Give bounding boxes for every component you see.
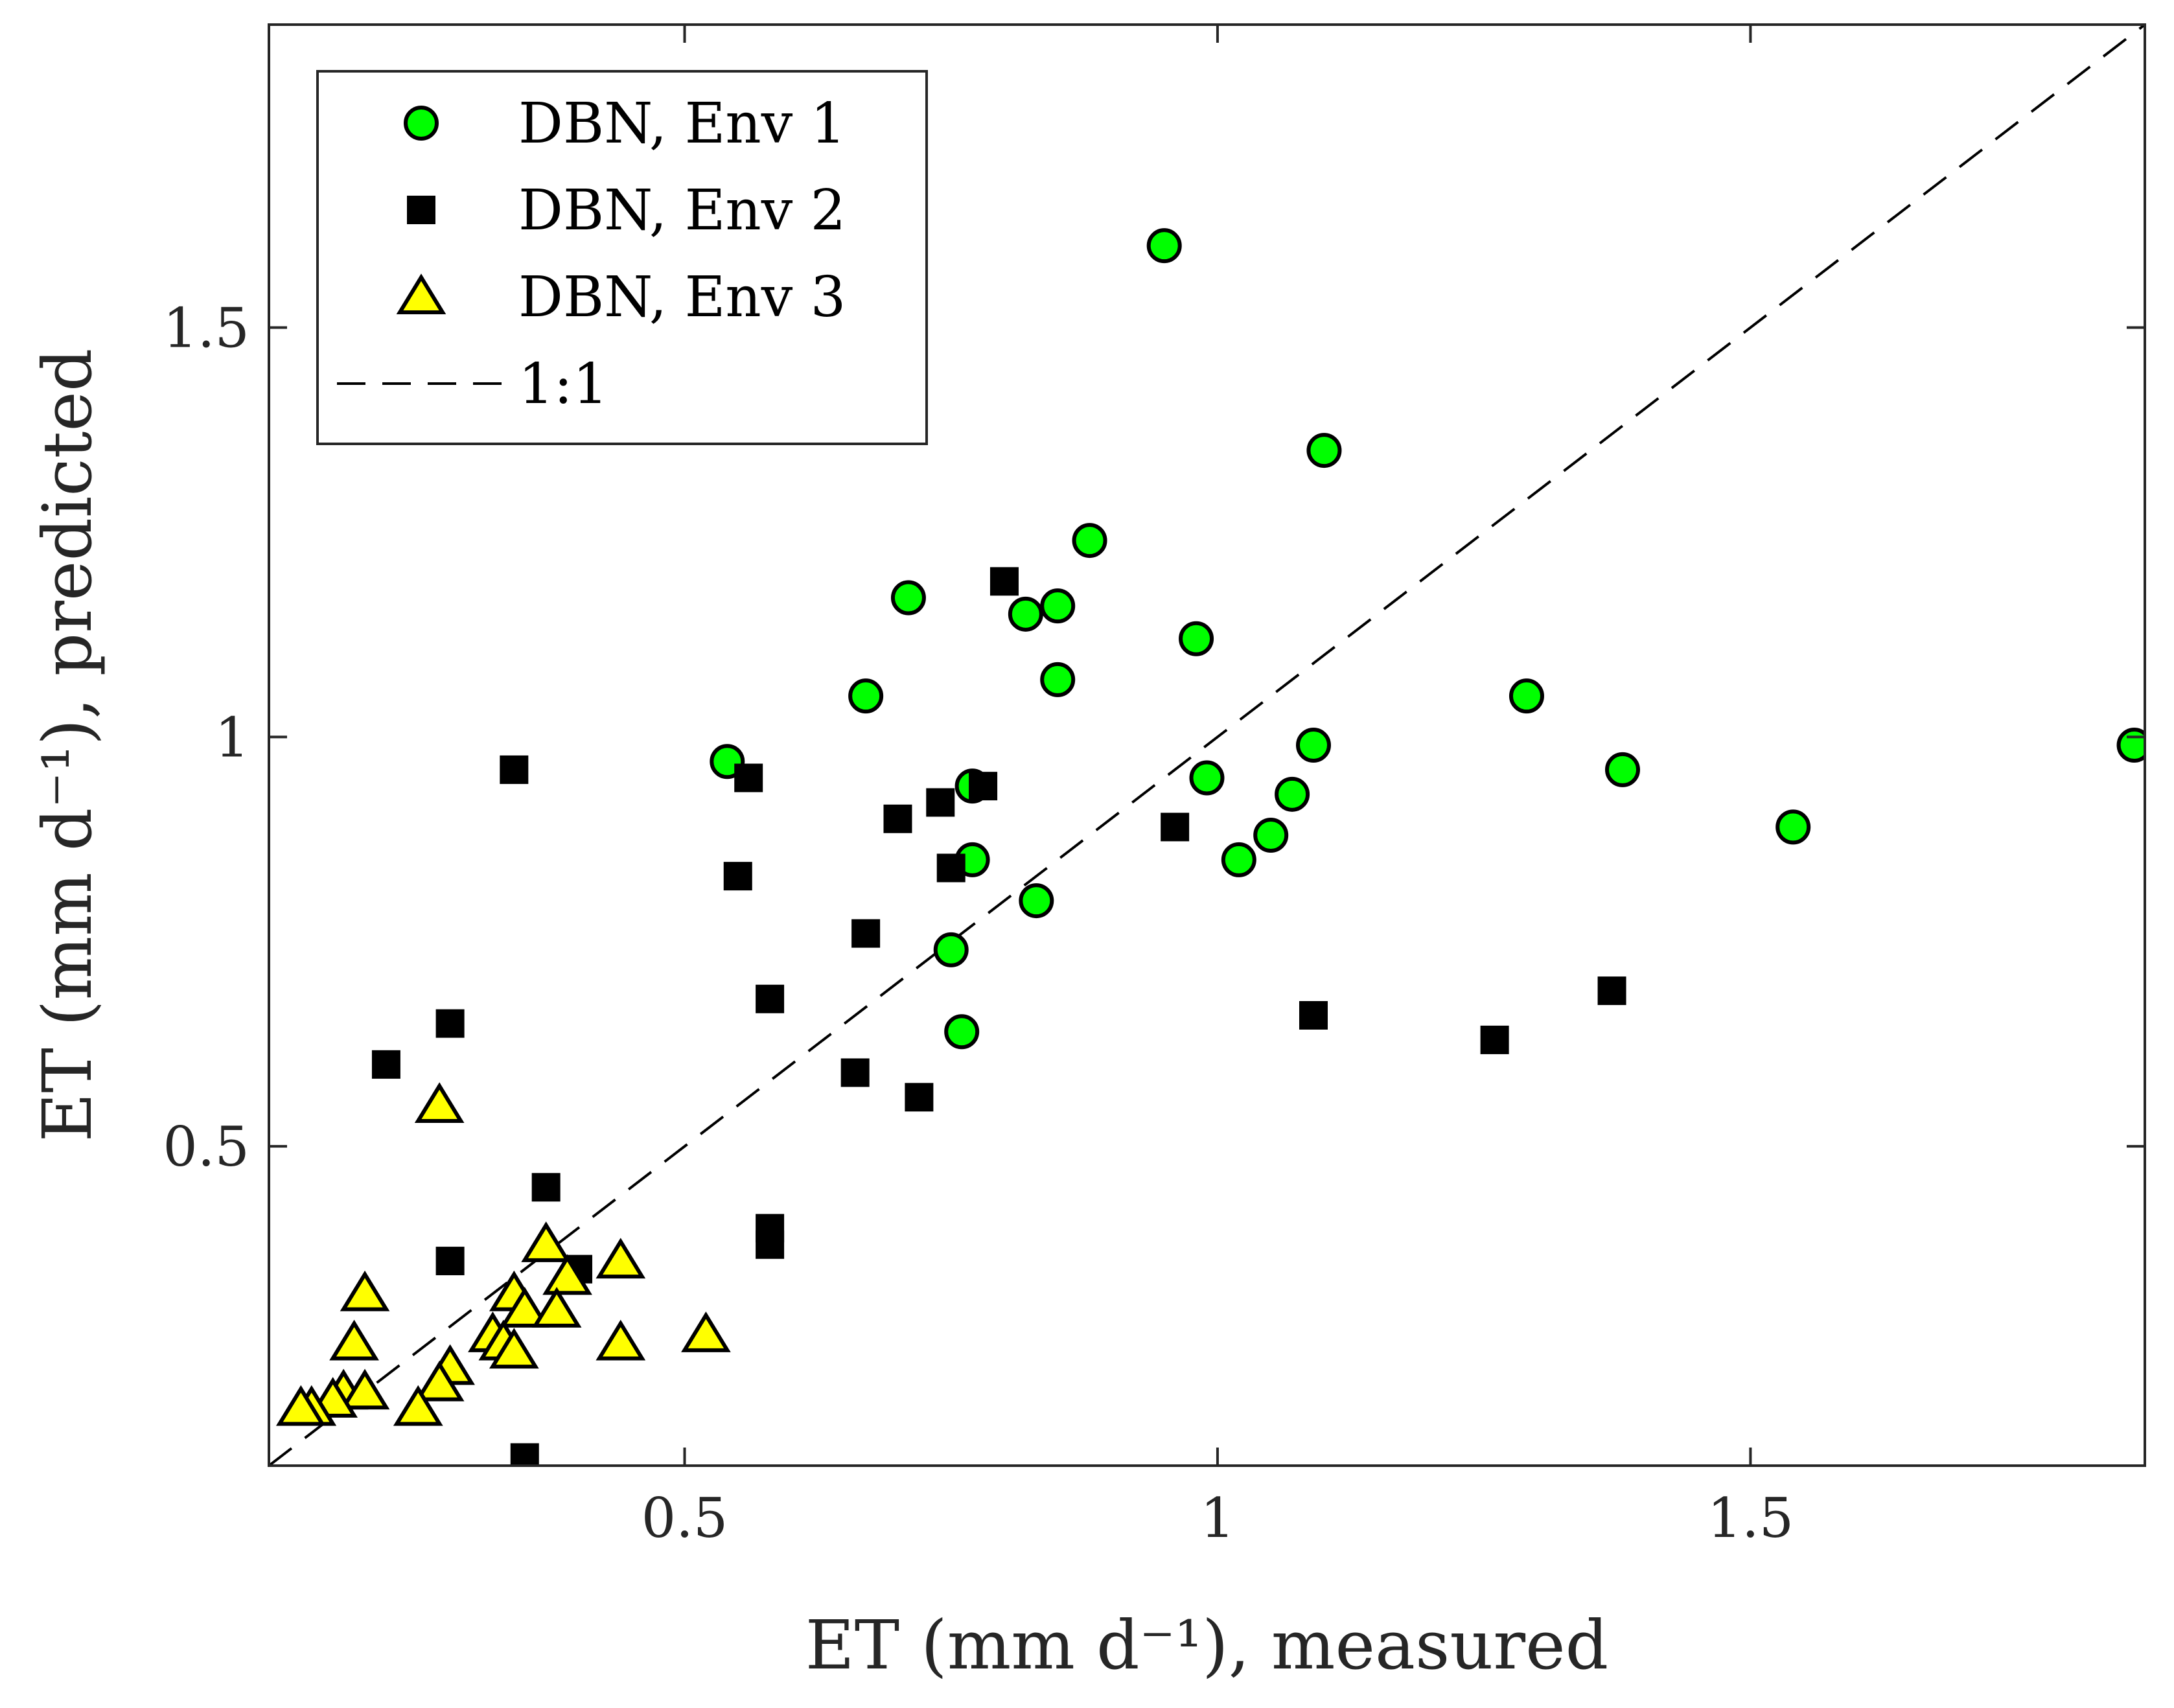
data-point	[1299, 1001, 1328, 1030]
one-to-one-line	[269, 25, 2145, 1466]
data-point	[1509, 678, 1544, 714]
legend-entry: DBN, Env 1	[404, 91, 846, 156]
data-point	[500, 1287, 550, 1328]
legend-entry: 1:1	[337, 352, 608, 417]
data-point	[371, 1050, 400, 1079]
data-point	[1019, 883, 1054, 919]
data-point	[531, 1173, 561, 1202]
legend-symbol	[396, 273, 446, 314]
data-point	[521, 1221, 572, 1262]
data-point	[596, 1238, 646, 1279]
axes-layer: 0.5 1 1.5 0.5 1 1.5 ET (mm d⁻¹), measured ET (m…	[28, 23, 2146, 1685]
data-point	[1597, 976, 1626, 1006]
data-point	[851, 919, 881, 948]
data-point	[340, 1270, 390, 1311]
data-point	[890, 580, 926, 616]
data-point	[435, 1009, 465, 1038]
data-point	[840, 1058, 870, 1087]
x-tick-label: 1.5	[1707, 1486, 1794, 1550]
y-tick-label: 1.5	[163, 297, 249, 360]
data-point	[414, 1082, 465, 1123]
x-tick-label: 1	[1200, 1486, 1234, 1550]
data-point	[1605, 752, 1641, 787]
data-point	[1040, 588, 1076, 624]
series-3	[275, 1082, 731, 1426]
data-point	[1072, 523, 1107, 559]
data-point	[926, 788, 955, 817]
y-axis-label: ET (mm d⁻¹), predicted	[28, 349, 107, 1142]
data-point	[393, 1385, 443, 1426]
plot-layer	[269, 25, 2145, 1466]
series-1	[710, 228, 2145, 1050]
data-point	[936, 853, 966, 883]
data-point	[500, 755, 529, 784]
data-point	[329, 1319, 379, 1361]
legend-symbol	[407, 196, 435, 224]
data-point	[848, 678, 884, 714]
data-point	[681, 1311, 731, 1352]
data-point	[1040, 662, 1076, 697]
data-point	[969, 772, 998, 801]
data-point	[944, 1014, 980, 1050]
legend-entry: DBN, Env 2	[407, 178, 846, 243]
data-point	[1221, 842, 1256, 877]
data-point	[1146, 228, 1182, 264]
data-point	[933, 932, 969, 967]
data-point	[1775, 809, 1811, 845]
x-tick-label: 0.5	[642, 1486, 728, 1550]
axes-box	[268, 23, 2146, 1467]
data-point	[734, 763, 763, 792]
x-axis-label: ET (mm d⁻¹), measured	[805, 1606, 1608, 1685]
data-point	[542, 1254, 592, 1295]
data-point	[531, 1287, 582, 1328]
data-point	[414, 1360, 465, 1402]
data-point	[723, 862, 752, 891]
legend-label: DBN, Env 3	[518, 265, 846, 330]
legend-label: 1:1	[518, 352, 608, 417]
data-point	[1008, 596, 1043, 632]
data-point	[756, 1230, 785, 1259]
data-point	[1179, 621, 1214, 656]
data-point	[1275, 776, 1310, 812]
data-point	[883, 804, 912, 833]
data-point	[905, 1083, 934, 1112]
y-tick-label: 0.5	[163, 1115, 249, 1179]
data-point	[756, 984, 785, 1013]
legend-label: DBN, Env 1	[518, 91, 846, 156]
legend-symbol	[404, 106, 439, 141]
data-point	[489, 1328, 539, 1369]
data-point	[340, 1368, 390, 1410]
data-point	[1189, 760, 1225, 796]
data-point	[1480, 1025, 1509, 1054]
legend: DBN, Env 1 DBN, Env 2 DBN, Env 3 1:1	[316, 70, 928, 445]
data-point	[1161, 813, 1190, 842]
data-point	[1253, 818, 1289, 853]
data-point	[1295, 728, 1331, 763]
data-point	[510, 1443, 539, 1466]
y-tick-label: 1	[215, 706, 249, 769]
data-point	[435, 1247, 465, 1276]
legend-entry: DBN, Env 3	[396, 265, 846, 330]
data-point	[275, 1385, 326, 1426]
data-point	[989, 567, 1019, 596]
data-point	[1306, 433, 1342, 468]
legend-label: DBN, Env 2	[518, 178, 846, 243]
data-point	[596, 1319, 646, 1361]
